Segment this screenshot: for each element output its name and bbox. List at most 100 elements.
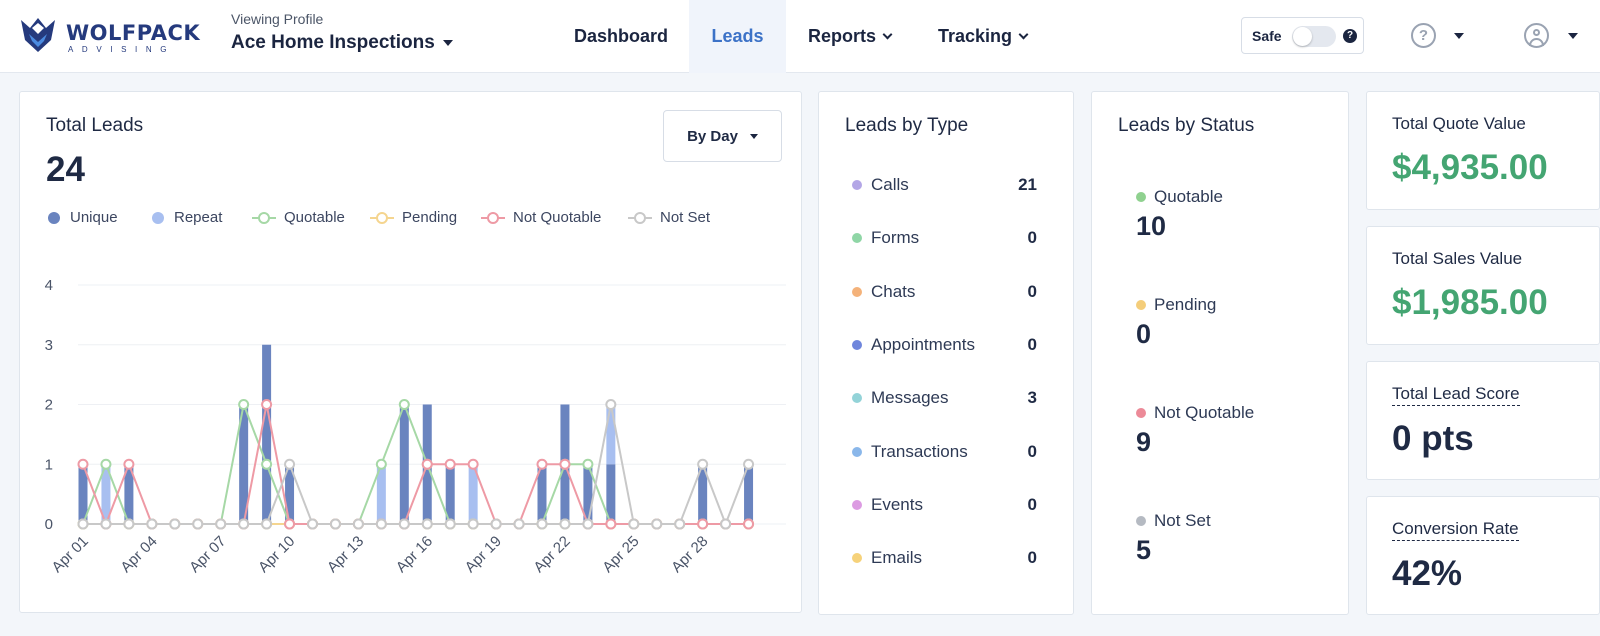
status-item-pending[interactable]: Pending 0 [1136,295,1216,350]
type-label: Chats [871,281,916,301]
leads-by-type-title: Leads by Type [845,115,969,136]
legend-item-quotable[interactable]: Quotable [252,209,345,226]
point-not-set [421,518,433,530]
type-value: 0 [1027,441,1037,461]
profile-selector[interactable]: Ace Home Inspections [231,32,435,53]
nav-leads[interactable]: Leads [689,0,786,73]
bar-unique [445,464,455,524]
top-header: WOLFPACK ADVISING Viewing Profile Ace Ho… [0,0,1600,73]
type-label: Calls [871,175,909,194]
brand-logo[interactable]: WOLFPACK ADVISING [18,14,200,56]
x-tick-label: Apr 16 [393,533,436,576]
x-tick-label: Apr 04 [117,533,160,576]
kpi-value: 0 pts [1392,419,1474,458]
point-not-set [307,518,318,530]
safe-label: Safe [1252,28,1282,44]
legend-label: Repeat [174,209,223,226]
kpi-title[interactable]: Conversion Rate [1392,519,1519,541]
type-row-chats[interactable]: Chats 0 [852,281,1037,303]
nav-dashboard[interactable]: Dashboard [574,0,668,73]
nav-leads-label: Leads [711,26,764,46]
type-row-transactions[interactable]: Transactions 0 [852,441,1037,463]
type-row-messages[interactable]: Messages 3 [852,387,1037,409]
kpi-card-total-quote-value: Total Quote Value $4,935.00 [1366,91,1600,210]
leads-by-status-card: Leads by Status Quotable 10 Pending 0 Not Qu… [1091,91,1349,615]
legend-item-unique[interactable]: Unique [48,209,118,226]
legend-item-pending[interactable]: Pending [370,209,457,226]
status-value: 9 [1136,427,1152,457]
user-caret-icon[interactable] [1568,33,1578,39]
type-row-appointments[interactable]: Appointments 0 [852,334,1037,356]
type-value: 3 [1027,388,1037,408]
total-leads-card: Total Leads 24 By Day Unique Repeat Quotab… [19,91,802,613]
type-value: 21 [1018,175,1037,194]
period-select[interactable]: By Day [663,110,782,162]
type-row-emails[interactable]: Emails 0 [852,547,1037,569]
point-not-quotable [284,518,296,530]
point-quotable [238,399,250,410]
kpi-card-conversion-rate: Conversion Rate 42% [1366,496,1600,615]
x-tick-label: Apr 25 [599,533,642,576]
nav-reports[interactable]: Reports [808,0,893,73]
point-quotable [261,458,273,470]
status-item-quotable[interactable]: Quotable 10 [1136,187,1223,242]
nav-tracking[interactable]: Tracking [938,0,1029,73]
legend-label: Quotable [284,209,345,226]
help-caret-icon[interactable] [1454,33,1464,39]
legend-item-not-quotable[interactable]: Not Quotable [481,209,601,226]
profile-caret-icon[interactable] [443,40,453,46]
help-icon[interactable]: ? [1411,23,1436,48]
point-not-quotable [467,458,479,470]
bar-unique [78,464,88,524]
point-not-quotable [697,518,709,530]
point-not-set [192,518,204,530]
user-head-shape [1533,29,1540,36]
point-not-set [559,518,571,530]
point-not-set [467,518,479,530]
safe-help-icon[interactable]: ? [1343,29,1357,43]
point-not-set [329,518,341,530]
kpi-value: 42% [1392,554,1463,593]
legend-label: Not Quotable [513,209,602,226]
type-row-forms[interactable]: Forms 0 [852,227,1037,249]
point-not-set [674,518,686,530]
legend-item-repeat[interactable]: Repeat [152,209,222,226]
kpi-title: Total Sales Value [1392,249,1523,268]
legend-label: Pending [402,209,458,226]
point-not-set [398,518,410,530]
x-tick-label: Apr 22 [531,533,574,576]
bar-repeat [101,464,111,524]
legend-marker [481,211,505,224]
user-icon[interactable] [1524,23,1549,48]
user-body-shape [1529,38,1544,46]
type-dot [852,180,862,190]
type-row-events[interactable]: Events 0 [852,494,1037,516]
status-label: Not Quotable [1136,403,1254,423]
point-not-set [697,458,709,470]
status-dot [1136,192,1146,202]
status-item-not-quotable[interactable]: Not Quotable 9 [1136,403,1254,458]
point-not-set [743,458,755,470]
nav-reports-label: Reports [808,26,877,46]
safe-toggle[interactable] [1292,26,1336,47]
type-row-calls[interactable]: Calls 21 [852,174,1037,196]
status-item-not-set[interactable]: Not Set 5 [1136,511,1211,566]
status-label-text: Not Quotable [1154,403,1255,422]
bar-unique [285,464,295,524]
status-label-text: Not Set [1154,511,1211,530]
type-dot [852,393,862,404]
kpi-title[interactable]: Total Lead Score [1392,384,1520,406]
legend-marker [48,211,60,224]
point-not-set [536,518,548,530]
brand-tagline: ADVISING [68,45,176,54]
type-label: Forms [871,228,920,248]
point-quotable [582,458,594,470]
legend-item-not-set[interactable]: Not Set [628,209,710,226]
total-leads-value: 24 [46,150,85,189]
status-label: Not Set [1136,511,1211,531]
point-not-quotable [444,458,456,470]
wolf-logo-icon [21,18,55,52]
toggle-knob [1293,27,1312,46]
point-not-set [513,518,525,530]
point-not-quotable [536,458,548,470]
